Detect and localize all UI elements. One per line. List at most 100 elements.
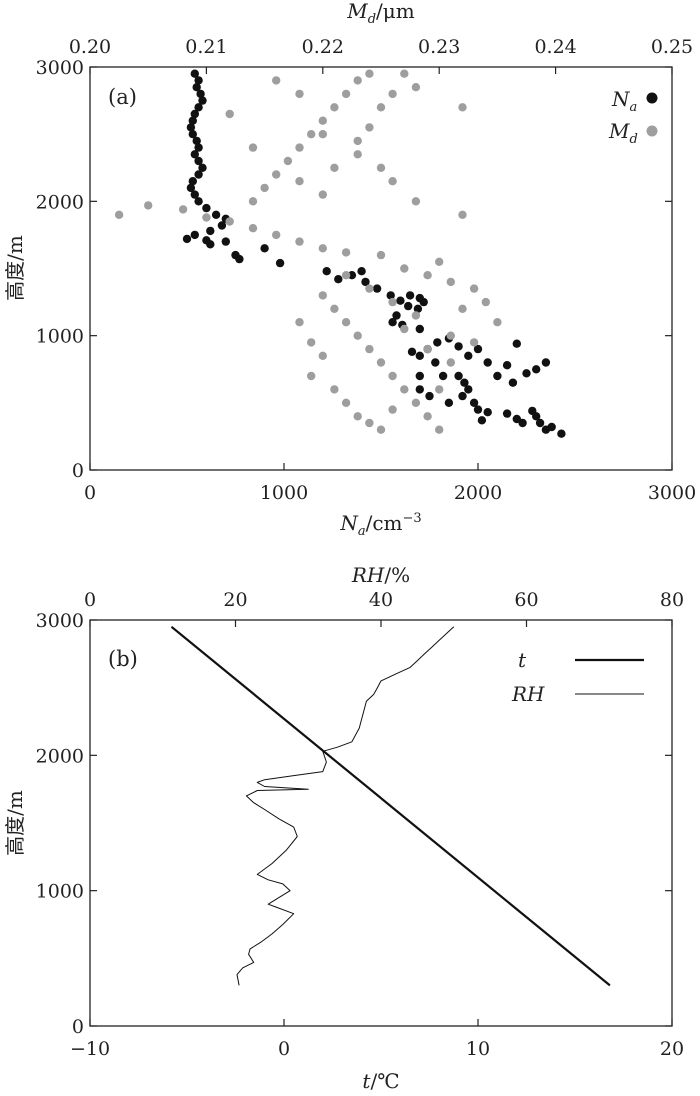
na-point	[454, 342, 463, 351]
md-point	[376, 163, 386, 172]
md-point	[272, 170, 281, 179]
md-point	[388, 371, 397, 381]
md-point	[365, 69, 374, 78]
na-point	[522, 369, 531, 378]
md-point	[353, 136, 362, 146]
panel-a-xtick-label: 1000	[260, 482, 308, 504]
na-point	[404, 301, 413, 311]
panel-b-legend: t RH	[511, 648, 644, 706]
md-point	[341, 398, 351, 407]
md-point	[353, 412, 362, 421]
md-point	[341, 318, 351, 327]
panel-a-y-axis-title: 高度/m	[3, 235, 27, 301]
na-point	[361, 277, 370, 287]
md-point	[272, 230, 281, 240]
panel-b-x2tick-label: 40	[369, 589, 393, 611]
na-point	[493, 371, 502, 381]
na-point	[188, 116, 197, 125]
na-point	[202, 203, 211, 213]
legend-na-marker	[646, 92, 658, 104]
panel-a-x2tick-label: 0.22	[302, 36, 344, 58]
na-point	[433, 338, 442, 347]
na-point	[407, 347, 417, 356]
na-point	[464, 385, 473, 394]
na-point	[541, 358, 551, 367]
md-point	[330, 163, 339, 172]
na-point	[235, 254, 244, 264]
legend-md-marker	[646, 125, 658, 137]
na-point	[532, 412, 541, 421]
na-point	[190, 230, 199, 240]
na-point	[196, 89, 205, 99]
panel-b-ytick-label: 1000	[36, 881, 84, 903]
panel-b-bottom-axis-title: t/℃	[362, 1069, 399, 1093]
md-point	[202, 213, 211, 222]
md-point	[353, 76, 362, 85]
na-point	[206, 240, 215, 249]
md-point	[411, 311, 421, 320]
panel-a-x2tick-label: 0.25	[651, 36, 693, 58]
panel-b-x2tick-label: 80	[660, 589, 684, 611]
na-point	[211, 210, 221, 219]
md-point	[400, 385, 409, 394]
panel-a-top-axis-title: Md/μm	[346, 0, 415, 27]
na-point	[386, 291, 395, 300]
md-point	[260, 183, 269, 193]
panel-a-xtick-label: 0	[84, 482, 96, 504]
panel-a-ytick-label: 3000	[36, 57, 84, 79]
na-point	[508, 378, 518, 387]
na-point	[334, 275, 343, 284]
panel-a-points	[114, 69, 566, 438]
na-point	[190, 109, 199, 119]
md-point	[295, 318, 304, 327]
md-point	[318, 291, 327, 300]
md-point	[114, 210, 124, 219]
panel-b-ytick-label: 0	[72, 1016, 84, 1038]
na-point	[464, 351, 473, 360]
na-point	[454, 371, 463, 381]
md-point	[411, 398, 421, 407]
legend-na-label: Na	[611, 87, 637, 115]
na-point	[547, 422, 556, 432]
md-point	[318, 130, 327, 139]
na-point	[347, 271, 357, 280]
temperature-line	[170, 625, 611, 987]
md-point	[341, 271, 351, 280]
md-point	[295, 237, 304, 246]
md-point	[435, 385, 444, 394]
panel-a-bottom-axis-title: Na/cm−3	[339, 511, 421, 539]
legend-md-label: Md	[608, 119, 638, 147]
md-point	[400, 324, 409, 334]
na-point	[190, 190, 199, 199]
md-point	[458, 304, 467, 313]
na-point	[188, 130, 197, 139]
md-point	[272, 76, 281, 85]
md-point	[330, 103, 339, 112]
panel-b-lines	[170, 625, 611, 987]
md-point	[458, 103, 467, 112]
md-point	[469, 338, 479, 347]
md-point	[435, 425, 444, 434]
md-point	[376, 250, 386, 260]
md-point	[144, 201, 153, 210]
md-point	[423, 412, 432, 421]
md-point	[435, 257, 444, 266]
md-point	[318, 244, 327, 253]
panel-a-xtick-label: 3000	[648, 482, 696, 504]
md-point	[307, 371, 316, 381]
md-point	[376, 103, 386, 112]
na-point	[425, 391, 434, 401]
na-point	[188, 177, 197, 186]
na-point	[198, 96, 207, 105]
panel-a-x2tick-label: 0.20	[69, 36, 111, 58]
md-point	[481, 297, 490, 307]
panel-a-xtick-label: 2000	[454, 482, 502, 504]
panel-b-y-axis-title: 高度/m	[3, 790, 27, 856]
md-point	[353, 150, 362, 159]
panel-b-xtick-label: 20	[660, 1038, 684, 1060]
md-point	[330, 304, 339, 313]
panel-b-ytick-label: 2000	[36, 745, 84, 767]
